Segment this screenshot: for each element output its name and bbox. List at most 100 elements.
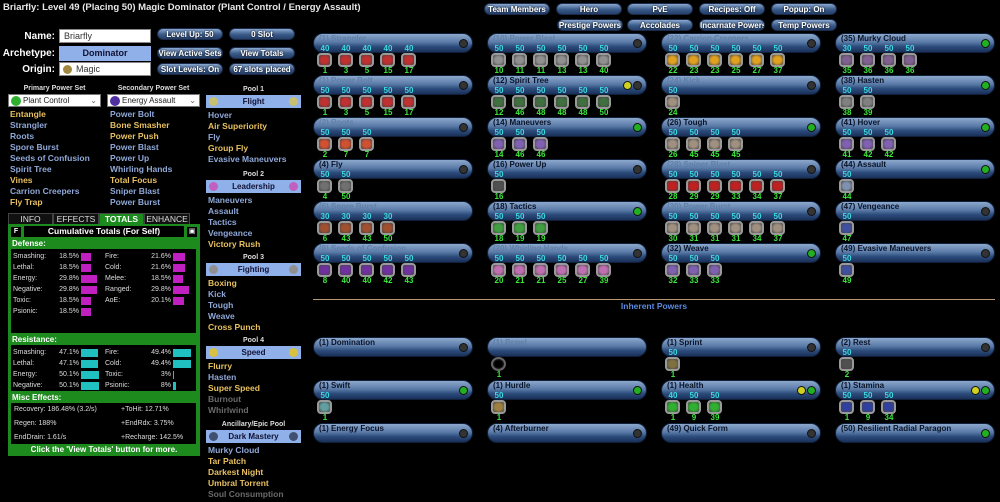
enhancement-slot-icon[interactable] [491,53,506,67]
power-list-item[interactable]: Cross Punch [208,322,261,332]
view-active-sets-button[interactable]: View Active Sets [157,47,223,59]
power-list-item[interactable]: Tar Patch [208,456,247,466]
level-up-button[interactable]: Level Up: 50 [157,28,223,40]
enhancement-slot-icon[interactable] [707,53,722,67]
enhancement-slot-icon[interactable] [839,53,854,67]
enhancement-slot-icon[interactable] [665,137,680,151]
enhancement-slot-icon[interactable] [554,53,569,67]
power-slot[interactable]: (2) Roots [313,117,473,137]
enhancement-slot-icon[interactable] [338,137,353,151]
enhancement-slot-icon[interactable] [686,221,701,235]
power-slot[interactable]: (30) Power Burst [661,201,821,221]
power-slot[interactable]: (50) Resilient Radial Paragon [835,423,995,443]
power-list-item[interactable]: Fly [208,132,221,142]
enhancement-slot-icon[interactable] [665,53,680,67]
pool-set-select[interactable]: Flight [206,95,301,108]
enhancement-slot-icon[interactable] [380,221,395,235]
power-list-item[interactable]: Super Speed [208,383,260,393]
enhancement-slot-icon[interactable] [686,137,701,151]
enhancement-slot-icon[interactable] [491,137,506,151]
power-list-item[interactable]: Seeds of Confusion [10,153,90,163]
enhancement-slot-icon[interactable] [512,221,527,235]
enhancement-slot-icon[interactable] [839,179,854,193]
slot-levels-button[interactable]: Slot Levels: On [157,63,223,75]
pool-set-select[interactable]: Leadership [206,180,301,193]
enhancement-slot-icon[interactable] [554,263,569,277]
origin-select[interactable]: Magic [59,62,151,76]
enhancement-slot-icon[interactable] [860,400,875,414]
power-list-item[interactable]: Power Blast [110,142,159,152]
enhancement-slot-icon[interactable] [533,53,548,67]
enhancement-slot-icon[interactable] [380,95,395,109]
enhancement-slot-icon[interactable] [359,95,374,109]
enhancement-slot-icon[interactable] [596,53,611,67]
power-slot[interactable]: (6) Spore Burst [313,201,473,221]
power-slot[interactable]: (35) Murky Cloud [835,33,995,53]
power-slot[interactable]: (49) Quick Form [661,423,821,443]
view-totals-button[interactable]: View Totals [229,47,295,59]
power-list-item[interactable]: Group Fly [208,143,249,153]
enhancement-slot-icon[interactable] [770,179,785,193]
power-list-item[interactable]: Vines [10,175,33,185]
prestige-powers-button[interactable]: Prestige Powers [557,19,623,31]
power-slot[interactable]: (1) Power Bolt [313,75,473,95]
popup-button[interactable]: Popup: On [771,3,837,15]
power-slot[interactable]: (41) Hover [835,117,995,137]
enhancement-slot-icon[interactable] [491,263,506,277]
power-list-item[interactable]: Spore Burst [10,142,59,152]
enhancement-slot-icon[interactable] [575,95,590,109]
enhancement-slot-icon[interactable] [359,221,374,235]
power-list-item[interactable]: Sniper Blast [110,186,160,196]
enhancement-slot-icon[interactable] [533,95,548,109]
enhancement-slot-icon[interactable] [554,95,569,109]
power-slot[interactable]: (1) Brawl [487,337,647,357]
enhancement-slot-icon[interactable] [512,137,527,151]
power-list-item[interactable]: Tactics [208,217,237,227]
pool-set-select[interactable]: Speed [206,346,301,359]
power-slot[interactable]: (8) Seeds of Confusion [313,243,473,263]
enhancement-slot-icon[interactable] [317,263,332,277]
enhancement-slot-icon[interactable] [491,95,506,109]
enhancement-slot-icon[interactable] [665,263,680,277]
enhancement-slot-icon[interactable] [707,400,722,414]
power-slot[interactable]: (22) Carrion Creepers [661,33,821,53]
enhancement-slot-icon[interactable] [401,263,416,277]
f-button[interactable]: F [11,227,21,237]
power-list-item[interactable]: Entangle [10,109,46,119]
enhancement-slot-icon[interactable] [665,400,680,414]
recipes-button[interactable]: Recipes: Off [699,3,765,15]
enhancement-slot-icon[interactable] [338,263,353,277]
enhancement-slot-icon[interactable] [359,137,374,151]
enhancement-slot-icon[interactable] [533,263,548,277]
power-slot[interactable]: (32) Weave [661,243,821,263]
enhancement-slot-icon[interactable] [749,53,764,67]
enhancement-slot-icon[interactable] [902,53,917,67]
enhancement-slot-icon[interactable] [317,53,332,67]
enhancement-slot-icon[interactable] [839,263,854,277]
enhancement-slot-icon[interactable] [665,95,680,109]
power-slot[interactable]: (20) Whirling Hands [487,243,647,263]
enhancement-slot-icon[interactable] [575,263,590,277]
enhancement-slot-icon[interactable] [596,263,611,277]
enhancement-slot-icon[interactable] [338,53,353,67]
enhancement-slot-icon[interactable] [770,221,785,235]
enhancement-slot-icon[interactable] [749,221,764,235]
enhancement-slot-icon[interactable] [491,400,506,414]
enhancement-slot-icon[interactable] [728,179,743,193]
power-slot[interactable]: (44) Assault [835,159,995,179]
enhancement-slot-icon[interactable] [839,221,854,235]
enhancement-slot-icon[interactable] [596,95,611,109]
power-list-item[interactable]: Flurry [208,361,233,371]
enhancement-slot-icon[interactable] [707,221,722,235]
enhancement-slot-icon[interactable] [839,95,854,109]
power-list-item[interactable]: Power Bolt [110,109,155,119]
power-slot[interactable]: (12) Spirit Tree [487,75,647,95]
power-slot[interactable]: (1) Strangler [313,33,473,53]
enhancement-slot-icon[interactable] [686,400,701,414]
power-list-item[interactable]: Hasten [208,372,237,382]
enhancement-slot-icon[interactable] [665,221,680,235]
enhancement-slot-icon[interactable] [401,95,416,109]
enhancement-slot-icon[interactable] [686,263,701,277]
power-list-item[interactable]: Victory Rush [208,239,261,249]
power-slot[interactable]: (1) Energy Focus [313,423,473,443]
